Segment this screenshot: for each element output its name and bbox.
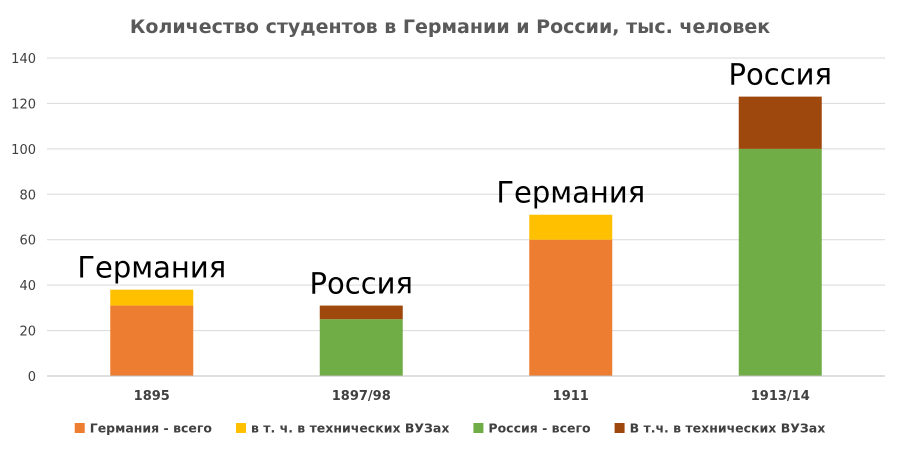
legend-label: в т. ч. в технических ВУЗах <box>251 421 449 436</box>
x-tick-label: 1897/98 <box>332 389 391 404</box>
bar-segment <box>529 239 613 376</box>
legend-item: в т. ч. в технических ВУЗах <box>236 421 449 436</box>
bar-annotation: Германия <box>77 251 226 285</box>
legend-item: В т.ч. в технических ВУЗах <box>614 421 826 436</box>
y-tick-label: 40 <box>19 279 36 294</box>
y-tick-label: 100 <box>11 143 36 158</box>
bar-annotation: Германия <box>496 176 645 210</box>
y-tick-label: 120 <box>11 97 36 112</box>
bar-annotation: Россия <box>729 58 832 92</box>
y-tick-label: 0 <box>28 370 36 385</box>
x-axis-ticks: 1895 1897/98 1911 1913/14 <box>134 389 810 404</box>
legend-swatch <box>74 423 85 433</box>
bar-segment <box>738 96 822 149</box>
y-axis-ticks: 0 20 40 60 80 100 120 140 <box>11 52 36 385</box>
x-tick-label: 1911 <box>553 389 589 404</box>
bar-segment <box>529 214 613 240</box>
legend-swatch <box>473 423 484 433</box>
bar-segment <box>110 289 194 306</box>
bar-segment <box>110 305 194 376</box>
bar-segment <box>738 148 822 376</box>
y-tick-label: 20 <box>19 325 36 340</box>
x-tick-label: 1895 <box>134 389 170 404</box>
legend-label: Россия - всего <box>488 421 591 436</box>
legend-label: В т.ч. в технических ВУЗах <box>630 421 826 436</box>
y-tick-label: 80 <box>19 188 36 203</box>
y-tick-label: 60 <box>19 234 36 249</box>
gridlines <box>47 57 885 332</box>
bar-annotations: Германия Россия Германия Россия <box>77 58 832 301</box>
y-tick-label: 140 <box>11 52 36 67</box>
legend-label: Германия - всего <box>90 421 213 436</box>
bar-annotation: Россия <box>310 267 413 301</box>
chart-title: Количество студентов в Германии и России… <box>130 16 770 38</box>
legend-item: Германия - всего <box>74 421 213 436</box>
legend-item: Россия - всего <box>473 421 591 436</box>
bar-segment <box>319 305 403 320</box>
bar-segment <box>319 319 403 376</box>
x-tick-label: 1913/14 <box>751 389 810 404</box>
legend-swatch <box>236 423 247 433</box>
legend-swatch <box>614 423 625 433</box>
legend: Германия - всего в т. ч. в технических ВУ… <box>74 421 826 436</box>
bars <box>110 96 822 376</box>
